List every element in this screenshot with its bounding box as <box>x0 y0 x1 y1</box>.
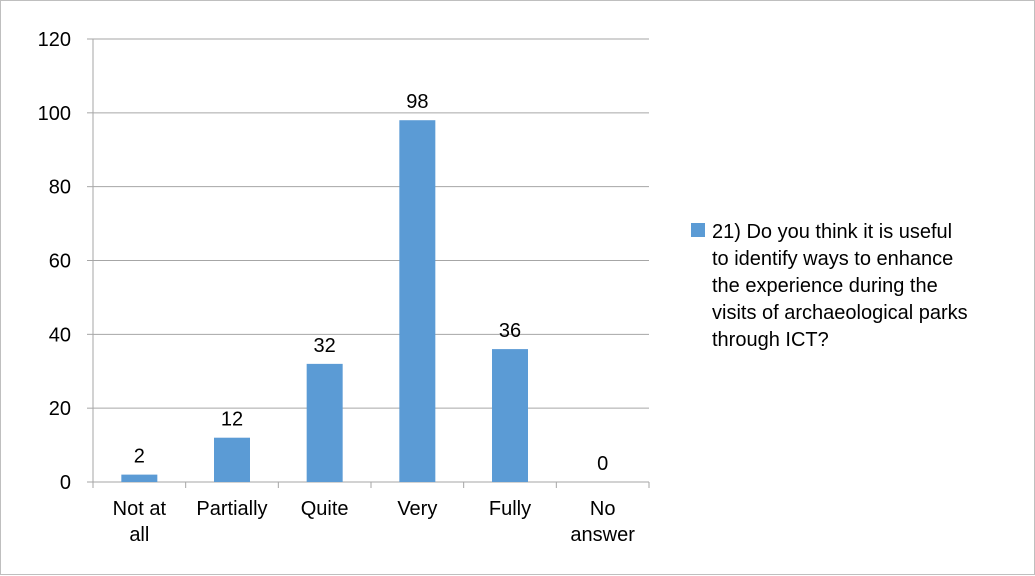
y-tick-label: 60 <box>49 251 71 273</box>
legend-label-line: through ICT? <box>712 329 829 351</box>
bar-4 <box>492 349 528 482</box>
x-category-label-line: Fully <box>489 498 531 520</box>
data-label: 12 <box>221 409 243 431</box>
y-tick-label: 120 <box>38 29 71 51</box>
legend-label-line: to identify ways to enhance <box>712 248 953 270</box>
legend: 21) Do you think it is useful to identify… <box>691 221 968 351</box>
x-category-label-line: all <box>129 524 149 546</box>
bar-2 <box>306 363 343 482</box>
data-label: 0 <box>597 453 608 475</box>
data-label: 32 <box>314 335 336 357</box>
x-category-label-line: Quite <box>301 498 349 520</box>
data-label: 36 <box>499 320 521 342</box>
x-category-label: Fully <box>489 498 531 520</box>
y-tick-label: 0 <box>60 472 71 494</box>
data-label: 2 <box>134 446 145 468</box>
x-category-label-line: answer <box>570 524 635 546</box>
y-tick-label: 100 <box>38 103 71 125</box>
y-tick-label: 20 <box>49 398 71 420</box>
y-tick-label: 80 <box>49 177 71 199</box>
x-category-label: Quite <box>301 498 349 520</box>
x-category-label: Partially <box>196 498 267 520</box>
bar-1 <box>214 437 250 482</box>
gridlines <box>93 38 649 409</box>
x-category-label-line: No <box>590 498 616 520</box>
x-category-label-line: Partially <box>196 498 267 520</box>
bars <box>121 120 528 482</box>
legend-label-line: visits of archaeological parks <box>712 302 968 324</box>
legend-label-line: 21) Do you think it is useful <box>712 221 952 243</box>
legend-label-line: the experience during the <box>712 275 938 297</box>
legend-swatch <box>691 223 705 237</box>
x-category-label-line: Very <box>397 498 437 520</box>
x-category-label: Not at all <box>113 498 167 546</box>
bar-0 <box>121 474 158 482</box>
x-category-label: Very <box>397 498 437 520</box>
axes <box>87 38 650 488</box>
legend-label: 21) Do you think it is useful to identify… <box>712 221 968 351</box>
y-tick-label: 40 <box>49 324 71 346</box>
bar-3 <box>399 120 436 482</box>
data-label: 98 <box>406 91 428 113</box>
labels: 0 20 40 60 80 100 120 2 Not at all 12 Partially 32 Qu… <box>38 29 636 546</box>
x-category-label: No answer <box>570 498 635 546</box>
x-category-label-line: Not at <box>113 498 167 520</box>
